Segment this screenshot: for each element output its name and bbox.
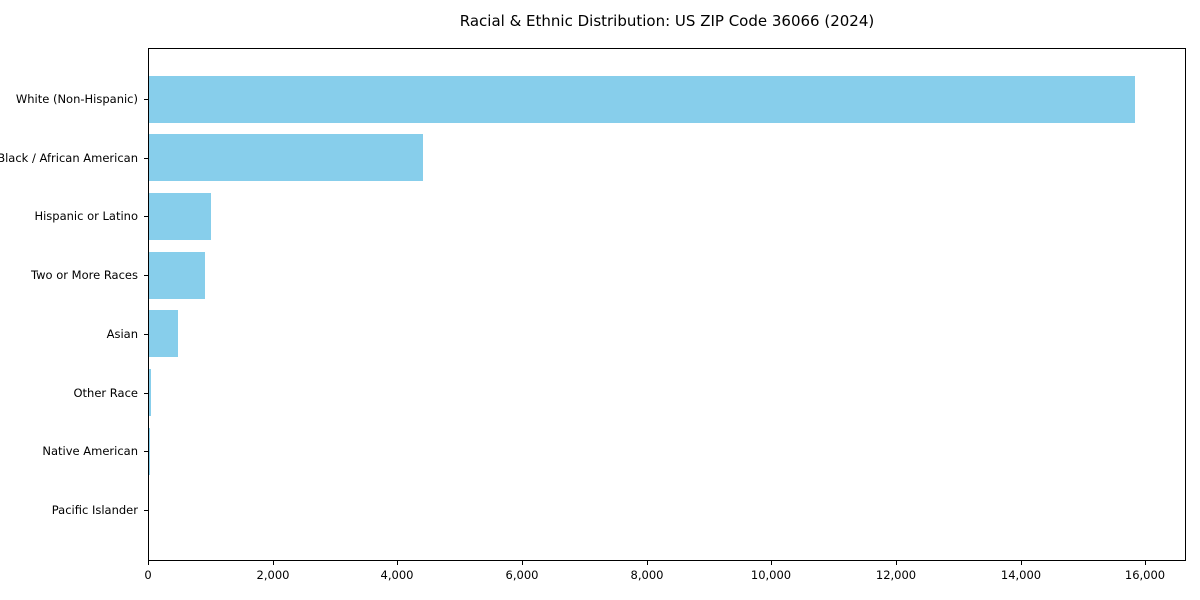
bar-native-american	[149, 428, 150, 475]
y-axis-tick	[144, 216, 148, 217]
y-axis-tick	[144, 334, 148, 335]
x-axis-tick	[148, 561, 149, 565]
y-axis-label-white-non-hispanic: White (Non-Hispanic)	[15, 92, 138, 106]
x-axis-label: 2,000	[256, 568, 290, 582]
x-axis-label: 16,000	[1124, 568, 1166, 582]
y-axis-label-pacific-islander: Pacific Islander	[51, 503, 138, 517]
x-axis-tick	[771, 561, 772, 565]
plot-area	[148, 48, 1186, 561]
x-axis-tick	[397, 561, 398, 565]
x-axis-label: 6,000	[505, 568, 539, 582]
x-axis-label: 10,000	[750, 568, 792, 582]
y-axis-tick	[144, 275, 148, 276]
x-axis-tick	[896, 561, 897, 565]
y-axis-tick	[144, 451, 148, 452]
y-axis-label-other-race: Other Race	[73, 386, 139, 400]
chart-title: Racial & Ethnic Distribution: US ZIP Cod…	[459, 12, 875, 30]
y-axis-label-native-american: Native American	[42, 444, 138, 458]
y-axis-tick	[144, 158, 148, 159]
y-axis-label-two-or-more-races: Two or More Races	[31, 268, 138, 282]
x-axis-label: 0	[144, 568, 152, 582]
x-axis-tick	[522, 561, 523, 565]
y-axis-label-hispanic-or-latino: Hispanic or Latino	[34, 209, 138, 223]
x-axis-tick	[647, 561, 648, 565]
bar-asian	[149, 310, 178, 357]
bar-hispanic-or-latino	[149, 193, 211, 240]
bar-two-or-more-races	[149, 252, 205, 299]
y-axis-tick	[144, 510, 148, 511]
x-axis-label: 12,000	[875, 568, 917, 582]
y-axis-label-black-african-american: Black / African American	[0, 151, 138, 165]
x-axis-label: 14,000	[1000, 568, 1042, 582]
y-axis-label-asian: Asian	[106, 327, 138, 341]
bar-black-african-american	[149, 134, 423, 181]
x-axis-label: 4,000	[380, 568, 414, 582]
y-axis-tick	[144, 99, 148, 100]
x-axis-label: 8,000	[630, 568, 664, 582]
x-axis-tick	[1145, 561, 1146, 565]
bar-other-race	[149, 369, 151, 416]
y-axis-tick	[144, 393, 148, 394]
x-axis-tick	[273, 561, 274, 565]
bar-white-non-hispanic	[149, 76, 1135, 123]
x-axis-tick	[1021, 561, 1022, 565]
